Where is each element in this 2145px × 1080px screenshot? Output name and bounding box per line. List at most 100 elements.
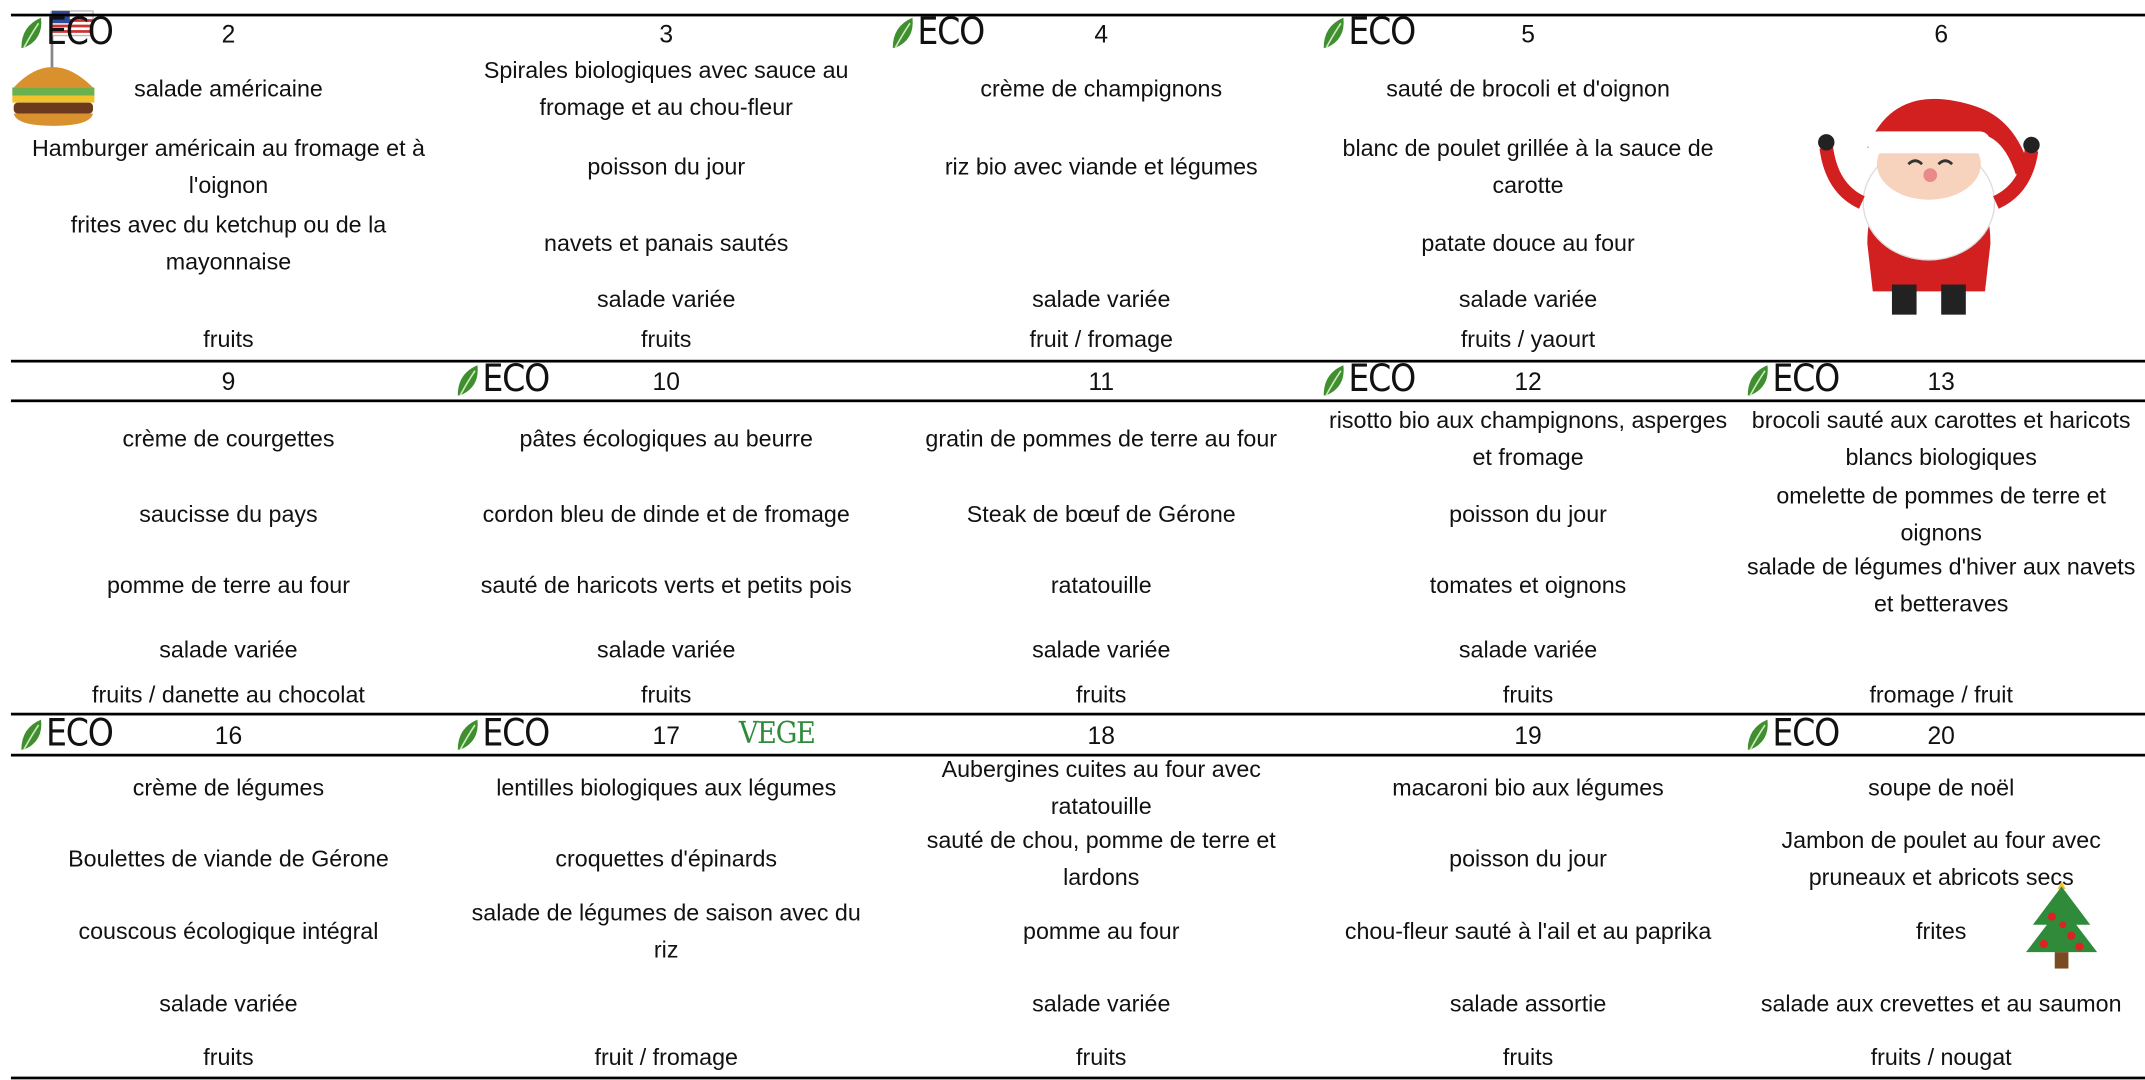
menu-item: couscous écologique intégral [78,918,379,945]
eco-badge: ECO [1745,712,1840,756]
leaf-icon [1747,365,1768,396]
menu-item: salade de légumes de saison avec du riz [471,900,861,964]
eco-badge: ECO [1745,358,1840,401]
menu-item: salade variée [159,991,298,1018]
day-number: 18 [1087,722,1115,750]
menu-item: fruits [203,326,254,353]
menu-item: salade assortie [1449,991,1607,1018]
leaf-icon [1747,719,1768,751]
row-border [10,13,2145,17]
day-number: 4 [1094,20,1109,48]
menu-item: salade variée [597,636,736,663]
menu-item: salade variée [1032,991,1171,1018]
menu-item: fruits / yaourt [1460,326,1596,353]
menu-item: salade variée [1032,286,1171,313]
badge-text: ECO [1772,358,1840,401]
leaf-icon [457,719,478,751]
menu-item: Jambon de poulet au four avec pruneaux e… [1781,827,2101,891]
menu-item: salade variée [597,286,736,313]
menu-item: fruits [1076,1044,1127,1071]
eco-badge: ECO [1321,358,1416,401]
menu-item: Steak de bœuf de Gérone [966,501,1236,528]
day-number: 12 [1514,367,1542,396]
santa-icon [1818,98,2040,315]
menu-item: patate douce au four [1421,230,1635,257]
menu-item: brocoli sauté aux carottes et haricots b… [1751,407,2131,471]
badge-text: ECO [45,712,114,756]
menu-item: fruits [1502,1044,1554,1071]
day-number: 20 [1927,722,1955,750]
menu-item: ratatouille [1050,572,1152,599]
leaf-icon [1323,365,1344,396]
menu-item: tomates et oignons [1429,572,1627,599]
menu-item: saucisse du pays [139,501,318,528]
row-border [10,712,2145,716]
row-border [10,359,2145,363]
menu-item: fruits [1502,681,1554,708]
menu-item: fruits [1076,681,1127,708]
menu-item: salade de légumes d'hiver aux navets et … [1746,554,2136,617]
day-number: 11 [1088,367,1115,396]
menu-item: poisson du jour [587,153,746,180]
day-number: 13 [1927,367,1955,396]
menu-item: crème de champignons [980,75,1223,102]
eco-badge: ECO [1321,12,1416,53]
leaf-icon [457,365,478,396]
menu-item: fruits [641,681,692,708]
menu-item: risotto bio aux champignons, asperges et… [1328,407,1728,471]
menu-item: cordon bleu de dinde et de fromage [482,501,850,528]
leaf-icon [892,17,913,49]
menu-item: fruits / nougat [1870,1044,2012,1071]
day-number: 19 [1514,722,1542,750]
header-border [10,399,2145,403]
row-border [10,1076,2145,1080]
vege-badge: VEGE [738,714,816,755]
menu-item: macaroni bio aux légumes [1392,774,1664,801]
day-number: 6 [1934,20,1949,48]
eco-badge: ECO [455,713,550,755]
eco-badge: ECO [19,10,114,54]
menu-item: salade variée [159,636,298,663]
leaf-icon [21,17,42,49]
menu-item: blanc de poulet grillée à la sauce de ca… [1342,135,1714,199]
menu-item: Hamburger américain au fromage et à l'oi… [31,135,425,199]
menu-item: chou-fleur sauté à l'ail et au paprika [1344,918,1712,945]
leaf-icon [1323,17,1344,49]
menu-item: croquettes d'épinards [555,846,778,873]
menu-item: poisson du jour [1449,501,1607,528]
menu-item: Spirales biologiques avec sauce au froma… [483,57,849,121]
day-number: 9 [221,367,236,396]
christmas-tree-icon [2026,880,2098,969]
leaf-icon [21,719,42,751]
menu-item: fruit / fromage [1029,326,1173,353]
day-number: 10 [652,367,680,396]
eco-badge: ECO [455,358,550,401]
menu-item: sauté de haricots verts et petits pois [480,572,852,599]
menu-item: omelette de pommes de terre et oignons [1776,482,2107,546]
menu-item: sauté de chou, pomme de terre et lardons [926,827,1276,891]
menu-item: salade aux crevettes et au saumon [1760,991,2122,1018]
menu-item: crème de légumes [132,774,325,801]
badge-text: ECO [1772,712,1840,756]
menu-item: gratin de pommes de terre au four [925,426,1278,453]
eco-badge: ECO [890,12,985,53]
badge-text: ECO [482,358,550,401]
badge-text: ECO [45,10,114,54]
menu-item: pomme de terre au four [106,572,350,599]
menu-item: crème de courgettes [122,426,335,453]
day-number: 5 [1521,20,1535,48]
menu-item: Boulettes de viande de Gérone [68,846,389,873]
day-number: 17 [652,722,680,750]
day-number: 3 [659,20,674,48]
menu-item: riz bio avec viande et légumes [944,153,1258,180]
badge-text: VEGE [738,716,816,752]
menu-item: pâtes écologiques au beurre [519,426,813,453]
menu-item: Aubergines cuites au four avec ratatouil… [941,756,1261,820]
badge-text: ECO [1348,358,1416,401]
menu-item: fruit / fromage [594,1044,738,1071]
header-border [10,753,2145,757]
menu-item: sauté de brocoli et d'oignon [1386,75,1670,102]
menu-item: frites avec du ketchup ou de la mayonnai… [70,212,387,275]
